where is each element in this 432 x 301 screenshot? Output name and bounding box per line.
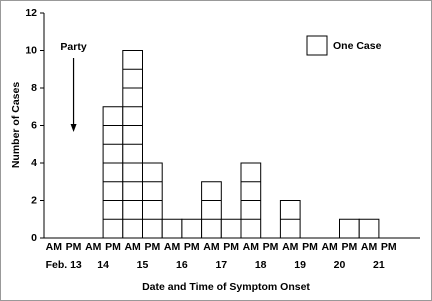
- y-tick-label: 12: [25, 7, 37, 19]
- day-label: 15: [137, 259, 149, 271]
- day-label: 14: [97, 259, 109, 271]
- x-tick-label: PM: [381, 241, 397, 253]
- day-label: 20: [334, 259, 346, 271]
- x-tick-label: AM: [321, 241, 338, 253]
- x-tick-label: PM: [302, 241, 318, 253]
- x-tick-label: AM: [46, 241, 63, 253]
- x-tick-label: AM: [203, 241, 220, 253]
- day-label: 19: [294, 259, 306, 271]
- day-label: 17: [215, 259, 227, 271]
- x-tick-label: PM: [341, 241, 357, 253]
- day-label: Feb. 13: [46, 259, 82, 271]
- x-tick-label: AM: [282, 241, 299, 253]
- y-tick-label: 10: [25, 44, 37, 56]
- legend-swatch: [306, 35, 328, 56]
- x-axis-label: Date and Time of Symptom Onset: [142, 281, 310, 293]
- x-tick-label: PM: [223, 241, 239, 253]
- bar: [201, 181, 222, 239]
- y-tick-label: 8: [31, 82, 37, 94]
- day-label: 16: [176, 259, 188, 271]
- x-tick-label: PM: [263, 241, 279, 253]
- y-tick-label: 2: [31, 194, 37, 206]
- bar: [161, 218, 183, 239]
- x-tick-label: PM: [144, 241, 160, 253]
- legend-label: One Case: [333, 40, 382, 52]
- day-label: 21: [373, 259, 385, 271]
- arrow-head: [70, 124, 77, 132]
- bar: [181, 218, 203, 239]
- x-tick-label: AM: [124, 241, 141, 253]
- x-tick-label: AM: [243, 241, 260, 253]
- x-tick-label: AM: [361, 241, 378, 253]
- x-tick-label: AM: [85, 241, 102, 253]
- day-label: 18: [255, 259, 267, 271]
- x-tick-label: PM: [184, 241, 200, 253]
- bar: [220, 218, 242, 239]
- y-tick-label: 6: [31, 119, 37, 131]
- annotation: Party: [60, 41, 86, 53]
- y-axis-label: Number of Cases: [10, 82, 22, 169]
- x-tick-label: PM: [66, 241, 82, 253]
- x-tick-label: PM: [105, 241, 121, 253]
- bar: [102, 106, 124, 239]
- y-tick-label: 0: [31, 232, 37, 244]
- y-tick-label: 4: [31, 157, 37, 169]
- bar: [339, 218, 360, 239]
- x-tick-label: AM: [164, 241, 181, 253]
- bar: [358, 218, 380, 239]
